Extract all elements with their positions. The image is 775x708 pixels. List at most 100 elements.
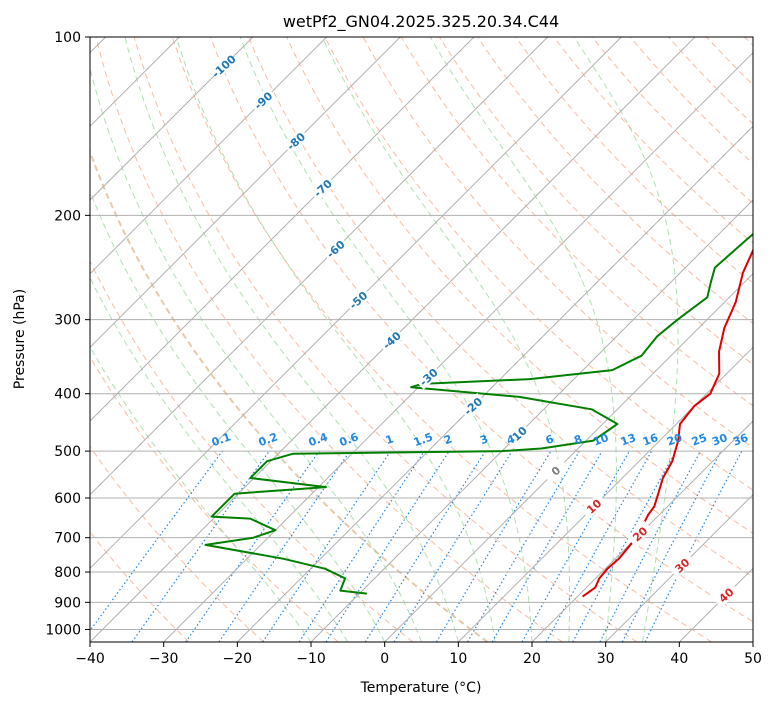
y-tick-label: 400 <box>54 387 81 403</box>
mixing-ratio-line <box>131 450 270 642</box>
isotherm-gridline <box>90 37 328 275</box>
isotherm-label-bg <box>712 581 740 608</box>
mixing-ratio-label: 10 <box>591 431 610 449</box>
isotherm-label-bg <box>542 457 569 484</box>
mixing-ratio-label: 3 <box>478 432 490 447</box>
x-tick-label: 0 <box>380 651 389 667</box>
isotherm-gridline <box>310 199 753 642</box>
y-tick-label: 500 <box>54 444 81 460</box>
isotherm-label-bg <box>249 87 277 113</box>
moist-adiabat <box>90 66 422 642</box>
x-tick-label: 10 <box>449 651 467 667</box>
mixing-ratio-label: 1 <box>384 432 396 447</box>
mixing-ratio-label: 8 <box>572 432 584 447</box>
mixing-ratio-line <box>545 450 653 642</box>
isotherm-label-bg <box>504 421 531 448</box>
isotherm-gridline <box>236 125 753 642</box>
mixing-ratio-label: 4 <box>505 432 517 447</box>
isotherm-label-bg <box>309 174 336 201</box>
isotherm-label-bg <box>580 493 607 519</box>
isotherm-gridline <box>90 37 475 422</box>
moist-adiabat <box>239 37 533 642</box>
isotherm-label-bg <box>344 286 372 313</box>
axis-ticks: −40 −30 −20 −10 0 10 20 30 40 5010020030040050060… <box>45 30 762 667</box>
mixing-ratio-line <box>325 450 450 642</box>
y-tick-label: 700 <box>54 531 81 547</box>
dry-adiabat <box>248 37 753 578</box>
isotherm-gridline <box>605 493 753 642</box>
x-tick-label: 50 <box>744 651 762 667</box>
x-tick-label: −40 <box>75 651 105 667</box>
moist-adiabat <box>90 276 349 642</box>
mixing-ratio-label: 25 <box>690 431 709 448</box>
moist-adiabat <box>429 37 617 642</box>
chart-title: wetPf2_GN04.2025.325.20.34.C44 <box>283 12 559 32</box>
moist-adiabat <box>90 189 386 642</box>
y-tick-label: 900 <box>54 595 81 611</box>
y-tick-label: 100 <box>54 30 81 46</box>
dry-adiabat <box>95 37 563 642</box>
mixing-ratio-line <box>298 450 425 642</box>
mixing-ratio-line <box>393 450 513 642</box>
plot-frame <box>89 36 754 643</box>
dry-adiabat <box>515 37 753 284</box>
mixing-ratio-line <box>218 450 351 642</box>
mixing-ratio-label: 0.4 <box>307 430 330 449</box>
isotherm-label-bg <box>626 520 653 547</box>
moist-adiabat <box>124 37 459 642</box>
y-tick-label: 300 <box>54 313 81 329</box>
isotherm-gridline <box>90 37 254 201</box>
mixing-ratio-label: 16 <box>641 431 660 449</box>
dry-adiabat <box>286 37 753 534</box>
mixing-ratio-label: 13 <box>619 431 638 448</box>
isotherm-label-bg <box>668 552 696 578</box>
mixing-ratio-line <box>185 450 320 642</box>
x-tick-label: 30 <box>597 651 615 667</box>
x-tick-label: 40 <box>670 651 688 667</box>
isotherm-gridline <box>384 272 753 642</box>
mixing-ratio-label: 0.6 <box>338 430 361 449</box>
isotherm-gridline <box>90 37 549 496</box>
moist-adiabat <box>321 37 571 642</box>
mixing-ratio-label: 36 <box>731 431 750 449</box>
mixing-ratio-label: 0.2 <box>257 430 280 449</box>
isotherm-label-bg <box>378 327 405 353</box>
mixing-ratio-label: 2 <box>442 432 454 447</box>
mixing-ratio-label: 6 <box>544 432 556 447</box>
dry-adiabat <box>171 37 712 642</box>
x-axis-label: Temperature (°C) <box>360 680 482 696</box>
mixing-ratio-label: 1.5 <box>412 430 435 449</box>
x-tick-label: −20 <box>223 651 253 667</box>
x-tick-label: 20 <box>523 651 541 667</box>
x-tick-label: −10 <box>296 651 326 667</box>
moist-adiabat <box>175 37 496 642</box>
dry-adiabat <box>90 356 339 642</box>
isotherm-gridline <box>90 37 622 570</box>
y-tick-label: 1000 <box>45 622 81 638</box>
dry-adiabat <box>90 445 264 642</box>
mixing-ratio-label: 0.1 <box>210 430 233 449</box>
isotherm-label-bg <box>414 363 442 390</box>
mixing-ratio-line <box>90 450 223 632</box>
isotherm-label-bg <box>459 392 487 419</box>
dry-adiabat <box>133 37 638 642</box>
isotherm-label-bg <box>282 128 309 154</box>
dry-adiabat <box>90 259 414 642</box>
x-tick-label: −30 <box>149 651 179 667</box>
dry-adiabat <box>324 37 753 491</box>
mixing-ratio-line <box>644 450 743 642</box>
mixing-ratio-line <box>262 450 392 642</box>
dewpoint-profile <box>204 232 753 595</box>
y-axis-label: Pressure (hPa) <box>12 289 28 389</box>
mixing-ratio-label: 30 <box>710 431 729 449</box>
isotherm-label-bg <box>210 52 237 79</box>
mixing-ratio-label: 20 <box>665 431 684 449</box>
y-tick-label: 800 <box>54 565 81 581</box>
isotherm-gridline <box>163 51 753 642</box>
line-labels: -100-90-80-70-60-50-40-30-20-10010203040… <box>210 52 750 608</box>
isotherm-label-bg <box>321 235 349 262</box>
mixing-ratio-line <box>521 450 631 642</box>
isotherm-gridline <box>457 346 753 642</box>
